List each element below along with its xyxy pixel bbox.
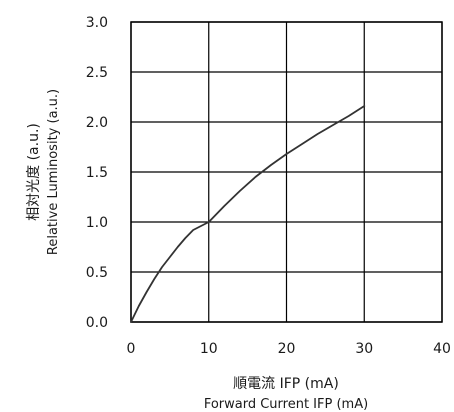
y-axis-title-jp: 相対光度 (a.u.) [26,123,42,221]
y-tick-label: 0.0 [86,315,108,331]
y-tick-label: 0.5 [86,265,108,281]
x-tick-label: 0 [127,341,136,357]
y-tick-label: 1.0 [86,215,108,231]
x-tick-labels: 0 10 20 30 40 [127,341,451,357]
x-tick-label: 30 [355,341,373,357]
y-tick-label: 2.0 [86,115,108,131]
y-tick-label: 2.5 [86,65,108,81]
x-tick-label: 20 [278,341,296,357]
series-line-relative-luminosity [130,105,366,323]
y-axis-title: Relative Luminosity (a.u.) [46,89,61,255]
x-axis-title: Forward Current IFP (mA) [204,397,368,412]
x-axis-title-jp: 順電流 IFP (mA) [233,376,339,392]
x-tick-label: 10 [200,341,218,357]
x-tick-label: 40 [433,341,451,357]
y-tick-labels: 0.0 0.5 1.0 1.5 2.0 2.5 3.0 [86,15,108,331]
grid-lines [130,21,443,323]
y-tick-label: 3.0 [86,15,108,31]
y-tick-label: 1.5 [86,165,108,181]
plot-area [130,21,443,323]
